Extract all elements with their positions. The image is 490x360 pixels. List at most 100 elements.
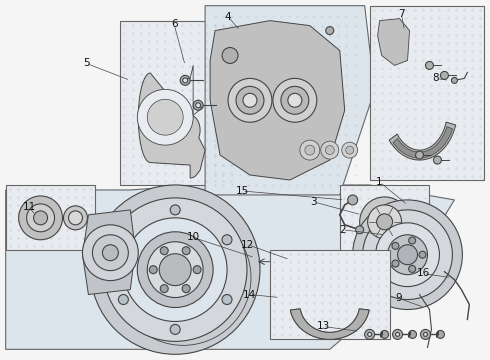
Circle shape <box>182 247 190 255</box>
Circle shape <box>159 254 191 285</box>
Circle shape <box>236 86 264 114</box>
Polygon shape <box>82 210 135 294</box>
Circle shape <box>180 75 190 85</box>
Circle shape <box>388 235 427 275</box>
Text: 11: 11 <box>23 202 36 212</box>
Circle shape <box>93 235 128 271</box>
Polygon shape <box>205 6 375 195</box>
Polygon shape <box>291 309 369 339</box>
Circle shape <box>183 78 188 83</box>
Circle shape <box>360 197 410 247</box>
Circle shape <box>416 151 423 159</box>
Circle shape <box>222 294 232 305</box>
Circle shape <box>222 235 232 245</box>
Circle shape <box>69 211 82 225</box>
Circle shape <box>119 235 128 245</box>
Text: 6: 6 <box>171 19 177 29</box>
Circle shape <box>193 100 203 110</box>
Bar <box>369 6 484 180</box>
Text: 1: 1 <box>376 177 383 187</box>
Circle shape <box>377 214 392 230</box>
Circle shape <box>288 93 302 107</box>
Circle shape <box>137 232 213 307</box>
Circle shape <box>160 285 168 293</box>
Circle shape <box>365 329 375 339</box>
Polygon shape <box>210 21 345 180</box>
Circle shape <box>123 218 227 321</box>
Circle shape <box>147 99 183 135</box>
Polygon shape <box>6 185 454 349</box>
Polygon shape <box>291 309 369 339</box>
Circle shape <box>305 145 315 155</box>
Circle shape <box>170 205 180 215</box>
Circle shape <box>419 251 426 258</box>
Circle shape <box>376 223 440 287</box>
Text: 9: 9 <box>395 293 402 303</box>
Circle shape <box>425 62 434 69</box>
Circle shape <box>434 156 441 164</box>
Circle shape <box>451 77 457 84</box>
Text: 10: 10 <box>187 232 200 242</box>
Circle shape <box>321 141 339 159</box>
Circle shape <box>34 211 48 225</box>
Text: 8: 8 <box>432 73 439 83</box>
Circle shape <box>102 245 119 261</box>
Text: 15: 15 <box>236 186 249 196</box>
Circle shape <box>392 329 403 339</box>
Circle shape <box>149 266 157 274</box>
Text: 3: 3 <box>310 197 317 207</box>
Circle shape <box>395 332 399 336</box>
Circle shape <box>82 225 138 280</box>
Circle shape <box>119 294 128 305</box>
Circle shape <box>437 330 444 338</box>
Circle shape <box>392 242 399 249</box>
Circle shape <box>368 205 401 239</box>
Circle shape <box>193 266 201 274</box>
Bar <box>6 185 96 250</box>
Circle shape <box>281 86 309 114</box>
Circle shape <box>91 185 260 354</box>
Circle shape <box>228 78 272 122</box>
Circle shape <box>243 93 257 107</box>
Text: 7: 7 <box>398 9 405 19</box>
Circle shape <box>346 146 354 154</box>
Circle shape <box>409 330 416 338</box>
Text: 16: 16 <box>416 268 430 278</box>
Circle shape <box>392 260 399 267</box>
Text: 2: 2 <box>340 225 346 235</box>
Circle shape <box>363 210 452 300</box>
Circle shape <box>381 330 389 338</box>
Bar <box>340 185 429 255</box>
Text: 4: 4 <box>224 12 231 22</box>
Circle shape <box>196 103 200 108</box>
Text: 14: 14 <box>243 290 256 300</box>
Circle shape <box>420 329 431 339</box>
Text: 5: 5 <box>83 58 90 68</box>
Circle shape <box>441 71 448 80</box>
Circle shape <box>409 265 416 273</box>
Circle shape <box>356 226 364 234</box>
Text: 12: 12 <box>241 239 254 249</box>
Polygon shape <box>389 122 456 160</box>
Circle shape <box>170 324 180 334</box>
Circle shape <box>103 198 247 341</box>
Circle shape <box>300 140 320 160</box>
Circle shape <box>137 89 193 145</box>
Bar <box>270 250 390 339</box>
Text: 13: 13 <box>317 321 330 331</box>
Circle shape <box>325 146 334 154</box>
Circle shape <box>26 204 54 232</box>
Circle shape <box>19 196 63 240</box>
Circle shape <box>409 237 416 244</box>
Circle shape <box>353 200 463 310</box>
Circle shape <box>348 195 358 205</box>
Circle shape <box>368 332 371 336</box>
Circle shape <box>423 332 427 336</box>
Circle shape <box>147 242 203 298</box>
Circle shape <box>273 78 317 122</box>
Circle shape <box>160 247 168 255</box>
Polygon shape <box>138 73 205 178</box>
Circle shape <box>64 206 87 230</box>
Circle shape <box>326 27 334 35</box>
Circle shape <box>182 285 190 293</box>
